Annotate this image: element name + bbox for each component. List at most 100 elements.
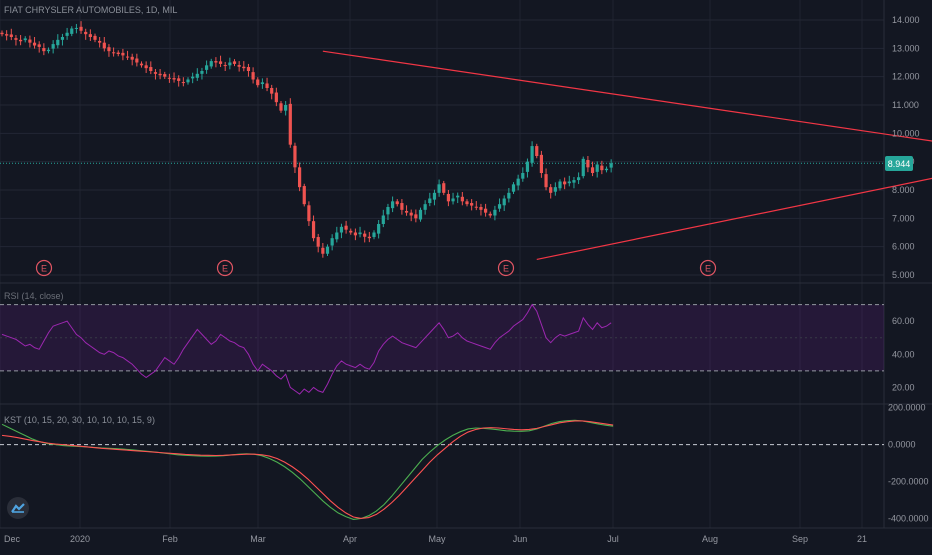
candle-body[interactable] [311, 221, 316, 239]
candle-body[interactable] [330, 238, 334, 246]
candle-body[interactable] [586, 159, 590, 168]
candle-body[interactable] [372, 232, 376, 238]
candle-body[interactable] [205, 65, 209, 70]
candle-body[interactable] [46, 49, 51, 52]
candle-body[interactable] [200, 71, 204, 74]
candle-body[interactable] [149, 67, 153, 71]
candle-body[interactable] [116, 52, 120, 54]
candle-body[interactable] [321, 247, 325, 254]
candle-body[interactable] [70, 28, 74, 34]
candle-body[interactable] [409, 212, 413, 216]
candle-body[interactable] [335, 232, 339, 240]
candle-body[interactable] [209, 61, 213, 67]
candle-body[interactable] [381, 215, 385, 225]
candle-body[interactable] [214, 61, 218, 63]
candle-body[interactable] [139, 63, 144, 66]
candle-body[interactable] [84, 31, 88, 35]
candle-body[interactable] [121, 52, 125, 56]
candle-body[interactable] [65, 32, 69, 36]
tradingview-logo[interactable] [7, 497, 29, 519]
candle-body[interactable] [484, 208, 488, 213]
candle-body[interactable] [274, 92, 278, 103]
candle-body[interactable] [432, 192, 437, 200]
candle-body[interactable] [237, 65, 241, 67]
rsi-line[interactable] [1, 303, 612, 395]
candle-body[interactable] [344, 225, 348, 230]
candle-body[interactable] [153, 72, 158, 74]
candle-body[interactable] [544, 174, 548, 188]
candle-body[interactable] [79, 26, 83, 31]
candle-body[interactable] [563, 181, 567, 185]
candle-body[interactable] [400, 203, 404, 210]
candle-body[interactable] [353, 232, 357, 236]
candle-body[interactable] [600, 165, 604, 171]
candle-body[interactable] [516, 178, 520, 186]
candle-body[interactable] [507, 192, 511, 199]
candle-body[interactable] [358, 232, 362, 235]
kst-series[interactable] [1, 419, 614, 520]
earnings-marker[interactable] [35, 259, 53, 277]
candle-body[interactable] [74, 27, 78, 29]
candle-body[interactable] [251, 72, 255, 80]
candle-body[interactable] [307, 205, 311, 222]
candle-body[interactable] [228, 62, 232, 66]
candle-body[interactable] [558, 181, 562, 189]
candle-body[interactable] [98, 40, 102, 43]
candle-body[interactable] [265, 83, 269, 88]
candle-body[interactable] [302, 186, 306, 205]
candle-body[interactable] [112, 52, 116, 54]
candle-body[interactable] [609, 163, 613, 168]
kst-signal-line[interactable] [1, 420, 614, 520]
candle-body[interactable] [367, 236, 371, 239]
candle-body[interactable] [186, 79, 190, 83]
candle-body[interactable] [451, 198, 455, 202]
earnings-marker[interactable] [699, 259, 717, 277]
candle-body[interactable] [418, 209, 423, 220]
candle-body[interactable] [572, 180, 576, 183]
candle-body[interactable] [246, 67, 251, 71]
candle-body[interactable] [521, 173, 525, 179]
candle-body[interactable] [437, 184, 441, 193]
candle-body[interactable] [456, 195, 460, 198]
candle-body[interactable] [395, 201, 399, 205]
candle-body[interactable] [549, 187, 553, 193]
candle-body[interactable] [539, 154, 543, 173]
candle-body[interactable] [181, 82, 185, 84]
candle-body[interactable] [474, 206, 478, 208]
candle-body[interactable] [493, 209, 497, 216]
candle-body[interactable] [428, 198, 432, 204]
candle-body[interactable] [14, 38, 18, 40]
candle-body[interactable] [42, 48, 46, 52]
candle-body[interactable] [470, 203, 474, 206]
candle-body[interactable] [391, 201, 395, 209]
candle-body[interactable] [535, 146, 539, 156]
candle-body[interactable] [460, 196, 464, 202]
candle-body[interactable] [177, 78, 181, 81]
candle-body[interactable] [423, 204, 427, 210]
candle-body[interactable] [88, 34, 92, 37]
trendlines[interactable] [322, 50, 932, 349]
candle-body[interactable] [218, 61, 223, 64]
candle-body[interactable] [404, 210, 409, 213]
candle-body[interactable] [28, 39, 32, 43]
candle-body[interactable] [191, 76, 195, 79]
candle-body[interactable] [377, 224, 381, 234]
candle-body[interactable] [442, 183, 446, 193]
candle-body[interactable] [525, 161, 530, 172]
candle-body[interactable] [581, 158, 585, 177]
candle-body[interactable] [9, 34, 13, 37]
candle-body[interactable] [502, 198, 506, 206]
candle-body[interactable] [158, 73, 162, 76]
price-trendline[interactable] [536, 155, 932, 261]
candle-body[interactable] [19, 39, 23, 42]
candle-body[interactable] [511, 184, 516, 192]
candle-body[interactable] [223, 65, 227, 67]
candle-body[interactable] [0, 32, 4, 35]
candle-body[interactable] [604, 168, 609, 171]
earnings-marker[interactable] [216, 259, 234, 277]
candle-body[interactable] [195, 73, 199, 78]
candle-body[interactable] [567, 181, 571, 184]
candle-body[interactable] [479, 207, 483, 210]
candle-body[interactable] [349, 230, 353, 233]
